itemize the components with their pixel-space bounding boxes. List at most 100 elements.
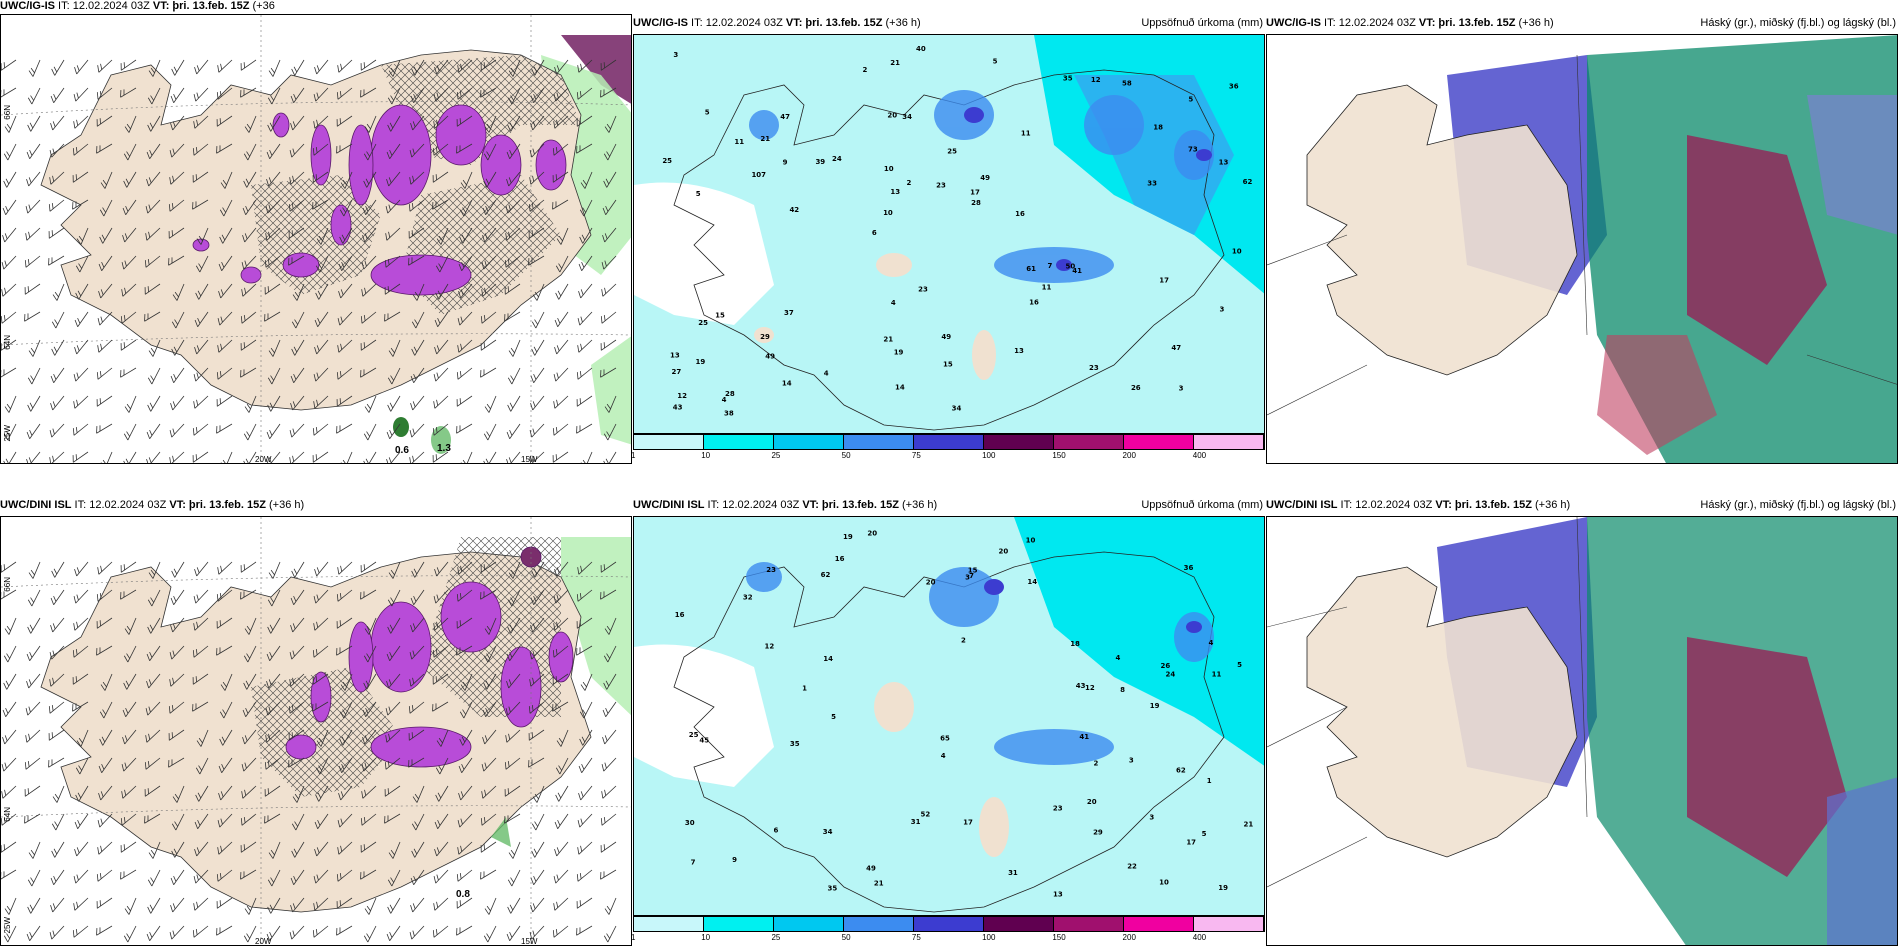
- precip-value: 9: [732, 856, 737, 864]
- precip-value: 25: [689, 731, 699, 739]
- precip-value: 21: [883, 336, 893, 344]
- precip-value: 21: [760, 135, 770, 143]
- precip-map: 3 4 5 2 7 16 26 34 36 12 11 16 19 21 30 32 17 62 52 24 25 45 3…: [633, 516, 1265, 916]
- iceland-outline: [1306, 566, 1578, 858]
- panel-title: UWC/IG-IS IT: 12.02.2024 03Z VT: þri. 13…: [1266, 17, 1896, 29]
- precip-value: 31: [1008, 869, 1018, 877]
- panel-clouds-ig: UWC/IG-IS IT: 12.02.2024 03Z VT: þri. 13…: [1266, 17, 1898, 464]
- precip-map-svg: 3556112820251524274934494152162617310211…: [634, 35, 1264, 433]
- precip-value: 49: [765, 353, 775, 361]
- precip-value: 23: [918, 286, 928, 294]
- precip-value: 25: [662, 157, 672, 165]
- precip-value: 41: [1072, 267, 1082, 275]
- precip-value: 2: [907, 179, 912, 187]
- precip-value: 17: [1186, 838, 1196, 846]
- colorbar-tick: 200: [1122, 451, 1136, 460]
- precip-value: 4: [1116, 654, 1121, 662]
- precip-value: 9: [783, 158, 788, 166]
- lat-label-66: 66N: [3, 105, 12, 120]
- precip-value: 62: [1176, 767, 1186, 775]
- wind-map: 66N 64N 25W 20W 15W 0.6 1.3: [0, 14, 632, 464]
- precip-value: 31: [911, 818, 921, 826]
- value-label: 0.8: [456, 889, 470, 900]
- precip-value: 34: [823, 828, 833, 836]
- precip-value: 61: [1026, 265, 1036, 273]
- precip-value: 23: [1089, 364, 1099, 372]
- lon-label-25: 25W: [3, 917, 12, 934]
- precip-value: 12: [677, 392, 687, 400]
- precip-value: 16: [835, 555, 845, 563]
- precip-value: 38: [724, 409, 734, 417]
- precip-value: 24: [832, 155, 842, 163]
- precip-value: 20: [999, 547, 1009, 555]
- snow-areas: [192, 104, 567, 296]
- precip-value: 20: [1087, 798, 1097, 806]
- precip-value: 37: [784, 309, 794, 317]
- precip-value: 30: [685, 819, 695, 827]
- lat-label-64: 64N: [3, 807, 12, 822]
- panel-title: UWC/DINI ISL IT: 12.02.2024 03Z VT: þri.…: [1266, 499, 1896, 511]
- precip-value: 49: [866, 864, 876, 872]
- panel-title: UWC/DINI ISL IT: 12.02.2024 03Z VT: þri.…: [0, 499, 305, 511]
- precip-value: 10: [1159, 879, 1169, 887]
- precip-value: 50: [1065, 262, 1075, 270]
- precip-value: 15: [943, 361, 953, 369]
- precip-value: 10: [1026, 536, 1036, 544]
- colorbar-cell: [634, 917, 704, 931]
- colorbar-tick: 75: [911, 933, 921, 942]
- colorbar-tick: 150: [1052, 933, 1066, 942]
- precip-value: 26: [1160, 662, 1170, 670]
- precip-value: 40: [916, 45, 926, 53]
- colorbar-cell: [1194, 435, 1264, 449]
- precip-value: 7: [1048, 262, 1053, 270]
- precip-value: 5: [1202, 830, 1207, 838]
- precip-value: 45: [699, 736, 709, 744]
- value-label: 0.6: [395, 445, 409, 456]
- colorbar-cell: [1054, 917, 1124, 931]
- cloud-map-svg: [1267, 517, 1897, 945]
- colorbar-tick: 25: [771, 933, 781, 942]
- precip-map-svg: 3452716263436121116192130321762522425453…: [634, 517, 1264, 915]
- precip-value: 62: [1243, 178, 1253, 186]
- precip-colorbar: 1 10 25 50 75 100 150 200 400: [631, 434, 1265, 460]
- precip-value: 3: [1149, 814, 1154, 822]
- panel-title: UWC/IG-IS IT: 12.02.2024 03Z VT: þri. 13…: [633, 17, 1263, 29]
- precip-values: 3452716263436121116192130321762522425453…: [675, 529, 1254, 898]
- panel-title: UWC/DINI ISL IT: 12.02.2024 03Z VT: þri.…: [633, 499, 1263, 511]
- snow-areas: [285, 546, 574, 768]
- precip-value: 11: [734, 138, 744, 146]
- precip-value: 34: [902, 113, 912, 121]
- colorbar-cell: [1194, 917, 1264, 931]
- precip-value: 52: [921, 811, 931, 819]
- precip-value: 18: [1070, 640, 1080, 648]
- precip-value: 5: [696, 190, 701, 198]
- precip-value: 13: [890, 188, 900, 196]
- precip-value: 33: [1147, 179, 1157, 187]
- precip-value: 35: [790, 740, 800, 748]
- precip-value: 47: [780, 113, 790, 121]
- precip-map: 3 5 5 6 11 28 20 25 15 24 27 49 34 49 41 5 21 62 61 73 10 21 1…: [633, 34, 1265, 434]
- precip-value: 5: [831, 713, 836, 721]
- wind-map: 66N 64N 25W 20W 15W 0.8: [0, 516, 632, 946]
- colorbar-cell: [1124, 435, 1194, 449]
- precip-value: 3: [1129, 757, 1134, 765]
- colorbar-cell: [844, 435, 914, 449]
- precip-value: 35: [1063, 74, 1073, 82]
- colorbar-tick: 1: [631, 933, 636, 942]
- precip-value: 15: [715, 311, 725, 319]
- lon-label-25: 25W: [3, 425, 12, 442]
- precip-value: 25: [947, 148, 957, 156]
- colorbar-tick: 50: [841, 451, 851, 460]
- cloud-map: [1266, 516, 1898, 946]
- precip-value: 16: [1029, 298, 1039, 306]
- precip-value: 23: [1053, 804, 1063, 812]
- precip-value: 21: [1244, 820, 1254, 828]
- precip-value: 41: [1079, 733, 1089, 741]
- panel-wind-ig: UWC/IG-IS IT: 12.02.2024 03Z VT: þri. 13…: [0, 0, 632, 464]
- colorbar-cell: [844, 917, 914, 931]
- colorbar-cell: [774, 917, 844, 931]
- precip-value: 3: [1179, 384, 1184, 392]
- precip-value: 17: [1159, 276, 1169, 284]
- precip-value: 4: [722, 396, 727, 404]
- precip-value: 58: [1122, 79, 1132, 87]
